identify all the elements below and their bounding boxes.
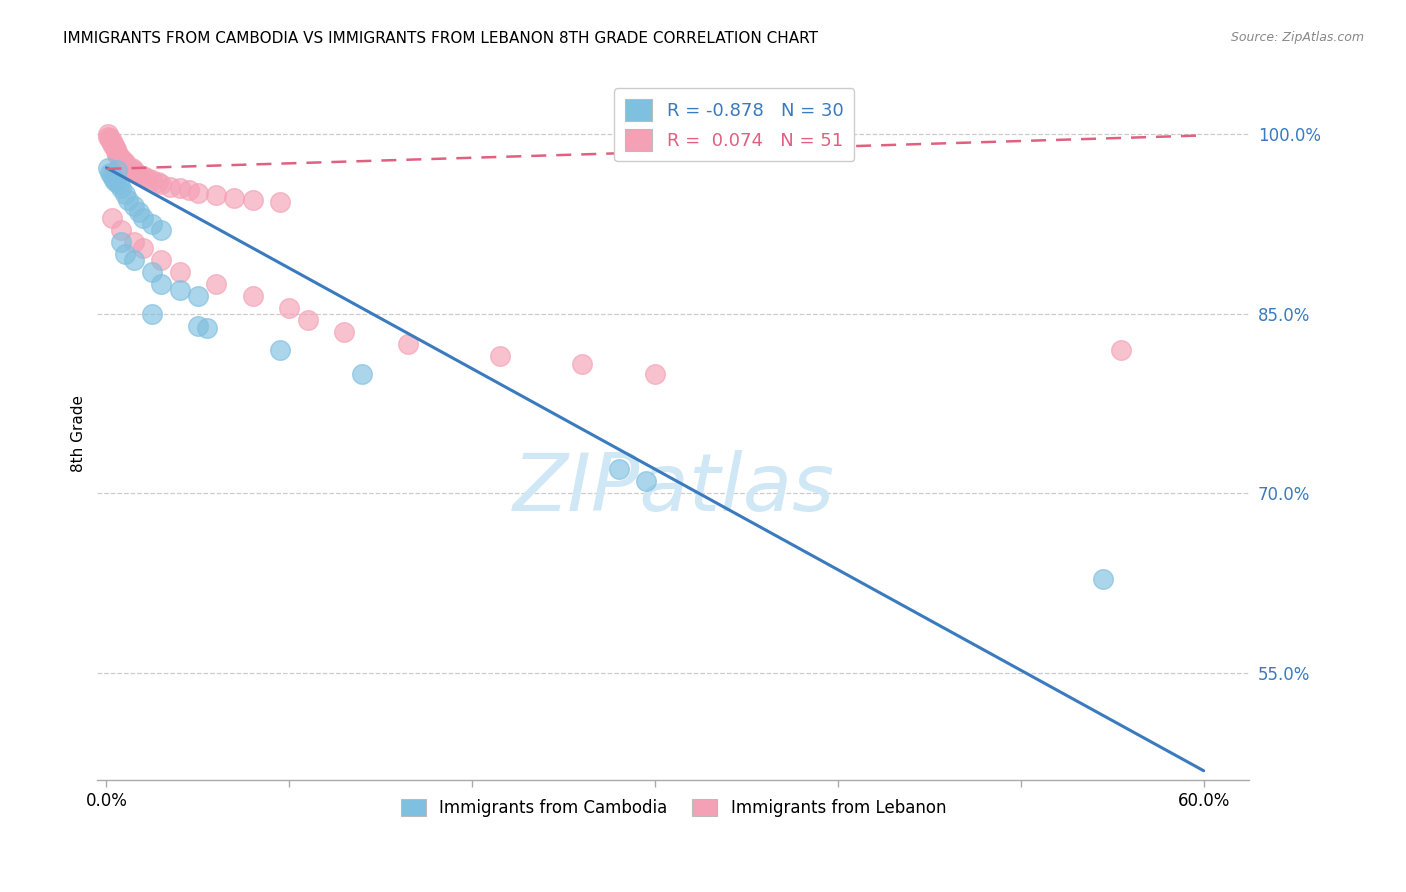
Point — [488, 349, 510, 363]
Point — [98, 165, 121, 179]
Point — [108, 178, 131, 192]
Point — [114, 247, 136, 261]
Point — [128, 205, 150, 219]
Point — [141, 172, 163, 186]
Point — [169, 283, 191, 297]
Point — [396, 336, 419, 351]
Point — [101, 211, 124, 225]
Point — [108, 149, 131, 163]
Point — [103, 140, 125, 154]
Point — [1111, 343, 1133, 357]
Point — [333, 325, 356, 339]
Point — [150, 252, 173, 267]
Point — [114, 154, 136, 169]
Point — [103, 138, 125, 153]
Point — [269, 195, 291, 210]
Point — [205, 188, 228, 202]
Point — [128, 168, 150, 182]
Point — [169, 265, 191, 279]
Point — [195, 321, 218, 335]
Point — [297, 312, 319, 326]
Point — [150, 277, 173, 291]
Point — [122, 235, 145, 249]
Point — [104, 175, 127, 189]
Point — [110, 151, 132, 165]
Point — [122, 163, 145, 178]
Point — [141, 265, 163, 279]
Text: ZIPatlas: ZIPatlas — [512, 450, 834, 528]
Point — [101, 135, 124, 149]
Point — [111, 153, 134, 168]
Point — [146, 175, 169, 189]
Point — [110, 181, 132, 195]
Point — [101, 169, 124, 183]
Point — [135, 171, 157, 186]
Point — [97, 129, 120, 144]
Point — [121, 161, 143, 175]
Point — [125, 165, 148, 179]
Point — [177, 184, 200, 198]
Text: Source: ZipAtlas.com: Source: ZipAtlas.com — [1230, 31, 1364, 45]
Point — [571, 357, 593, 371]
Point — [352, 367, 374, 381]
Point — [150, 178, 173, 192]
Point — [101, 136, 124, 151]
Point — [187, 318, 209, 333]
Point — [110, 235, 132, 249]
Point — [644, 367, 666, 381]
Point — [141, 307, 163, 321]
Point — [132, 211, 155, 225]
Y-axis label: 8th Grade: 8th Grade — [72, 395, 86, 472]
Point — [169, 181, 191, 195]
Point — [141, 217, 163, 231]
Point — [98, 130, 121, 145]
Point — [634, 474, 657, 488]
Point — [97, 127, 120, 141]
Point — [114, 157, 136, 171]
Point — [104, 144, 127, 158]
Point — [122, 199, 145, 213]
Point — [107, 147, 129, 161]
Point — [269, 343, 291, 357]
Point — [187, 186, 209, 200]
Point — [98, 133, 121, 147]
Point — [110, 223, 132, 237]
Point — [114, 187, 136, 202]
Point — [107, 145, 129, 160]
Point — [150, 223, 173, 237]
Point — [107, 163, 129, 178]
Point — [278, 301, 301, 315]
Point — [242, 193, 264, 207]
Point — [607, 462, 630, 476]
Point — [1092, 572, 1115, 586]
Point — [122, 252, 145, 267]
Point — [159, 179, 181, 194]
Point — [103, 172, 125, 186]
Point — [117, 193, 139, 207]
Point — [224, 191, 246, 205]
Point — [242, 289, 264, 303]
Point — [132, 169, 155, 183]
Legend: Immigrants from Cambodia, Immigrants from Lebanon: Immigrants from Cambodia, Immigrants fro… — [394, 792, 953, 824]
Text: IMMIGRANTS FROM CAMBODIA VS IMMIGRANTS FROM LEBANON 8TH GRADE CORRELATION CHART: IMMIGRANTS FROM CAMBODIA VS IMMIGRANTS F… — [63, 31, 818, 46]
Point — [187, 289, 209, 303]
Point — [205, 277, 228, 291]
Point — [132, 241, 155, 255]
Point — [104, 142, 127, 156]
Point — [97, 161, 120, 175]
Point — [117, 160, 139, 174]
